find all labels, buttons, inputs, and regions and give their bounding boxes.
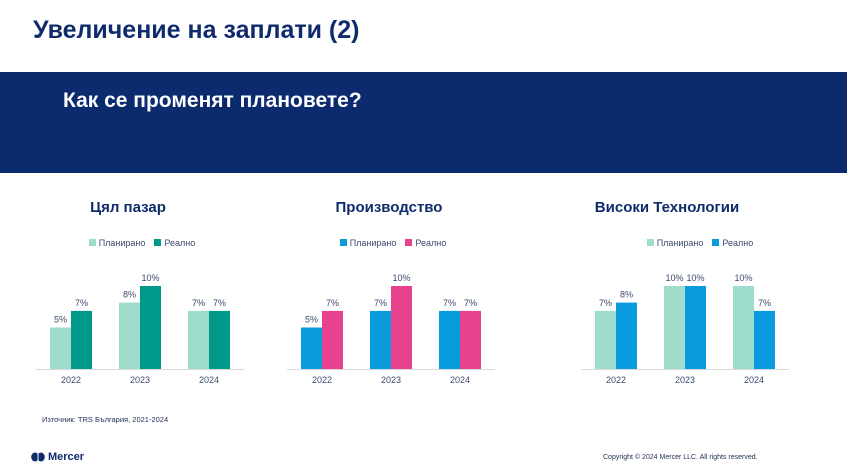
legend-label: Реално [164,238,196,248]
mercer-logo: Mercer [31,451,84,463]
legend-item-actual: Реално [405,238,446,248]
data-label: 7% [326,298,339,308]
legend-swatch [88,239,96,246]
bar-actual [754,310,775,369]
legend-swatch [646,239,654,246]
legend-label: Реално [415,238,447,248]
chart-legend: Планирано Реално [22,238,262,248]
chart-whole-market: Цял пазар Планирано Реално 5% 7% 2022 8% 10%… [22,195,262,395]
data-label: 10% [734,273,752,283]
legend-swatch [339,239,347,246]
legend-swatch [154,239,162,246]
data-label: 7% [443,298,456,308]
bar-planned [733,286,754,369]
legend-label: Реално [722,238,754,248]
bar-actual [140,286,161,369]
slide-subtitle: Как се променят плановете? [63,89,362,112]
data-label: 5% [305,315,318,325]
bar-planned [50,327,71,369]
data-label: 10% [686,273,704,283]
data-label: 10% [392,273,410,283]
legend-item-planned: Планирано [339,238,397,248]
legend-label: Планирано [349,238,397,248]
legend-item-actual: Реално [712,238,753,248]
bar-planned [188,310,209,369]
x-tick-label: 2022 [312,375,332,385]
legend-swatch [712,239,720,246]
data-label: 7% [75,298,88,308]
chart-legend: Планирано Реално [273,238,513,248]
x-tick-label: 2024 [450,375,470,385]
chart-title: Високи Технологии [594,199,740,216]
bar-planned [595,310,616,369]
x-tick-label: 2022 [606,375,626,385]
x-tick-label: 2023 [675,375,695,385]
bar-actual [209,310,230,369]
slide-title: Увеличение на заплати (2) [33,16,360,44]
legend-item-actual: Реално [154,238,195,248]
data-label: 8% [620,290,633,300]
data-label: 10% [141,273,159,283]
bar-actual [685,286,706,369]
bar-actual [71,310,92,369]
copyright: Copyright © 2024 Mercer LLC. All rights … [603,454,758,461]
mercer-logo-icon [31,452,45,462]
legend-item-planned: Планирано [88,238,146,248]
bar-planned [370,310,391,369]
legend-swatch [405,239,413,246]
data-label: 7% [374,298,387,308]
data-label: 8% [123,290,136,300]
legend-item-planned: Планирано [646,238,704,248]
bar-planned [119,302,140,369]
chart-plot: 5% 7% 2022 7% 10% 2023 7% 7% 2024 [287,273,495,385]
legend-label: Планирано [656,238,704,248]
x-tick-label: 2022 [61,375,81,385]
bar-actual [616,302,637,369]
data-label: 10% [665,273,683,283]
chart-legend: Планирано Реално [580,238,820,248]
x-tick-label: 2023 [130,375,150,385]
data-label: 7% [464,298,477,308]
data-label: 5% [54,315,67,325]
x-tick-label: 2024 [744,375,764,385]
bar-planned [664,286,685,369]
data-label: 7% [599,298,612,308]
x-tick-label: 2023 [381,375,401,385]
logo-text: Mercer [48,451,85,463]
bar-planned [439,310,460,369]
bar-actual [322,310,343,369]
legend-label: Планирано [98,238,146,248]
data-label: 7% [758,298,771,308]
data-label: 7% [213,298,226,308]
bar-actual [391,286,412,369]
chart-title: Производство [335,199,443,216]
header-band [0,72,847,173]
chart-title: Цял пазар [90,199,166,216]
source-note: Източник: TRS България, 2021-2024 [42,415,169,424]
chart-manufacturing: Производство Планирано Реално 5% 7% 2022 7%… [273,195,513,395]
x-tick-label: 2024 [199,375,219,385]
bar-actual [460,310,481,369]
chart-plot: 5% 7% 2022 8% 10% 2023 7% 7% 2024 [36,273,244,385]
data-label: 7% [192,298,205,308]
chart-high-tech: Високи Технологии Планирано Реално 7% 8% 2… [567,195,807,395]
bar-planned [301,327,322,369]
